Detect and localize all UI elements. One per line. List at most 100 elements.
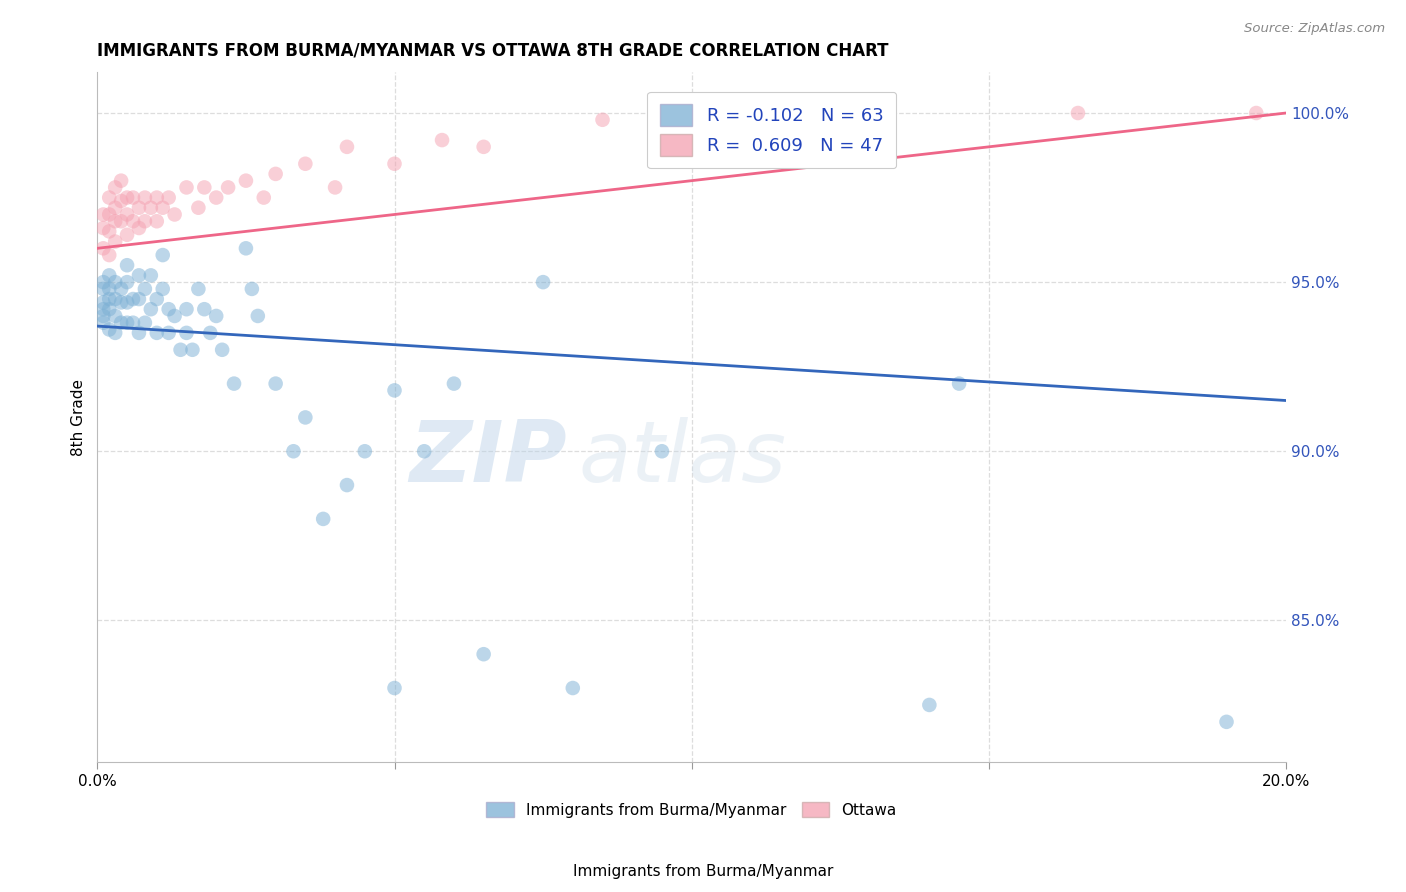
Point <box>91 241 114 255</box>
Point <box>253 190 276 204</box>
Point <box>472 647 495 661</box>
Point <box>91 282 114 296</box>
Point <box>91 295 114 310</box>
Point <box>157 302 180 317</box>
Legend: Immigrants from Burma/Myanmar, Ottawa: Immigrants from Burma/Myanmar, Ottawa <box>481 796 903 824</box>
Point <box>115 258 138 272</box>
Point <box>323 180 346 194</box>
Point <box>235 174 257 188</box>
Point <box>104 292 127 306</box>
Point <box>152 201 174 215</box>
Point <box>122 190 145 204</box>
Point <box>128 201 150 215</box>
Text: Source: ZipAtlas.com: Source: ZipAtlas.com <box>1244 22 1385 36</box>
Point <box>1244 106 1267 120</box>
Point <box>592 112 614 127</box>
Point <box>187 201 209 215</box>
Point <box>91 302 114 317</box>
Text: ZIP: ZIP <box>409 417 567 500</box>
Text: Immigrants from Burma/Myanmar: Immigrants from Burma/Myanmar <box>572 863 834 879</box>
Point <box>134 190 156 204</box>
Point <box>157 326 180 340</box>
Point <box>152 248 174 262</box>
Point <box>110 295 132 310</box>
Point <box>91 316 114 330</box>
Point <box>859 112 882 127</box>
Point <box>283 444 305 458</box>
Point <box>205 309 228 323</box>
Point <box>163 309 186 323</box>
Point <box>139 201 162 215</box>
Point <box>110 194 132 208</box>
Point <box>146 190 169 204</box>
Point <box>98 292 121 306</box>
Point <box>104 235 127 249</box>
Point <box>146 292 169 306</box>
Point <box>91 207 114 221</box>
Point <box>264 167 287 181</box>
Point <box>128 221 150 235</box>
Point <box>128 326 150 340</box>
Point <box>193 302 215 317</box>
Point <box>157 190 180 204</box>
Point <box>115 316 138 330</box>
Point <box>122 316 145 330</box>
Point <box>104 275 127 289</box>
Point <box>176 180 198 194</box>
Point <box>187 282 209 296</box>
Point <box>246 309 269 323</box>
Point <box>1215 714 1237 729</box>
Point <box>115 295 138 310</box>
Point <box>336 478 359 492</box>
Point <box>139 302 162 317</box>
Point <box>211 343 233 357</box>
Point <box>413 444 436 458</box>
Point <box>200 326 222 340</box>
Point <box>1067 106 1090 120</box>
Point <box>146 214 169 228</box>
Point <box>98 322 121 336</box>
Point <box>312 512 335 526</box>
Point <box>91 309 114 323</box>
Point <box>336 140 359 154</box>
Point <box>176 326 198 340</box>
Point <box>240 282 263 296</box>
Point <box>91 275 114 289</box>
Point <box>134 316 156 330</box>
Point <box>110 282 132 296</box>
Point <box>110 316 132 330</box>
Point <box>110 174 132 188</box>
Point <box>181 343 204 357</box>
Point <box>443 376 465 391</box>
Point <box>217 180 239 194</box>
Point <box>531 275 554 289</box>
Point <box>110 214 132 228</box>
Point <box>222 376 245 391</box>
Point <box>104 180 127 194</box>
Point <box>384 157 406 171</box>
Point <box>205 190 228 204</box>
Point <box>115 275 138 289</box>
Point <box>430 133 453 147</box>
Point <box>122 292 145 306</box>
Point <box>561 681 583 695</box>
Point <box>472 140 495 154</box>
Point <box>91 221 114 235</box>
Point <box>139 268 162 283</box>
Point <box>104 201 127 215</box>
Point <box>122 214 145 228</box>
Point <box>134 214 156 228</box>
Point <box>128 292 150 306</box>
Point <box>264 376 287 391</box>
Point <box>98 248 121 262</box>
Point <box>104 326 127 340</box>
Point <box>98 282 121 296</box>
Point <box>384 384 406 398</box>
Point <box>235 241 257 255</box>
Point <box>104 214 127 228</box>
Point <box>115 207 138 221</box>
Point <box>948 376 970 391</box>
Point <box>294 410 316 425</box>
Point <box>169 343 191 357</box>
Point <box>98 268 121 283</box>
